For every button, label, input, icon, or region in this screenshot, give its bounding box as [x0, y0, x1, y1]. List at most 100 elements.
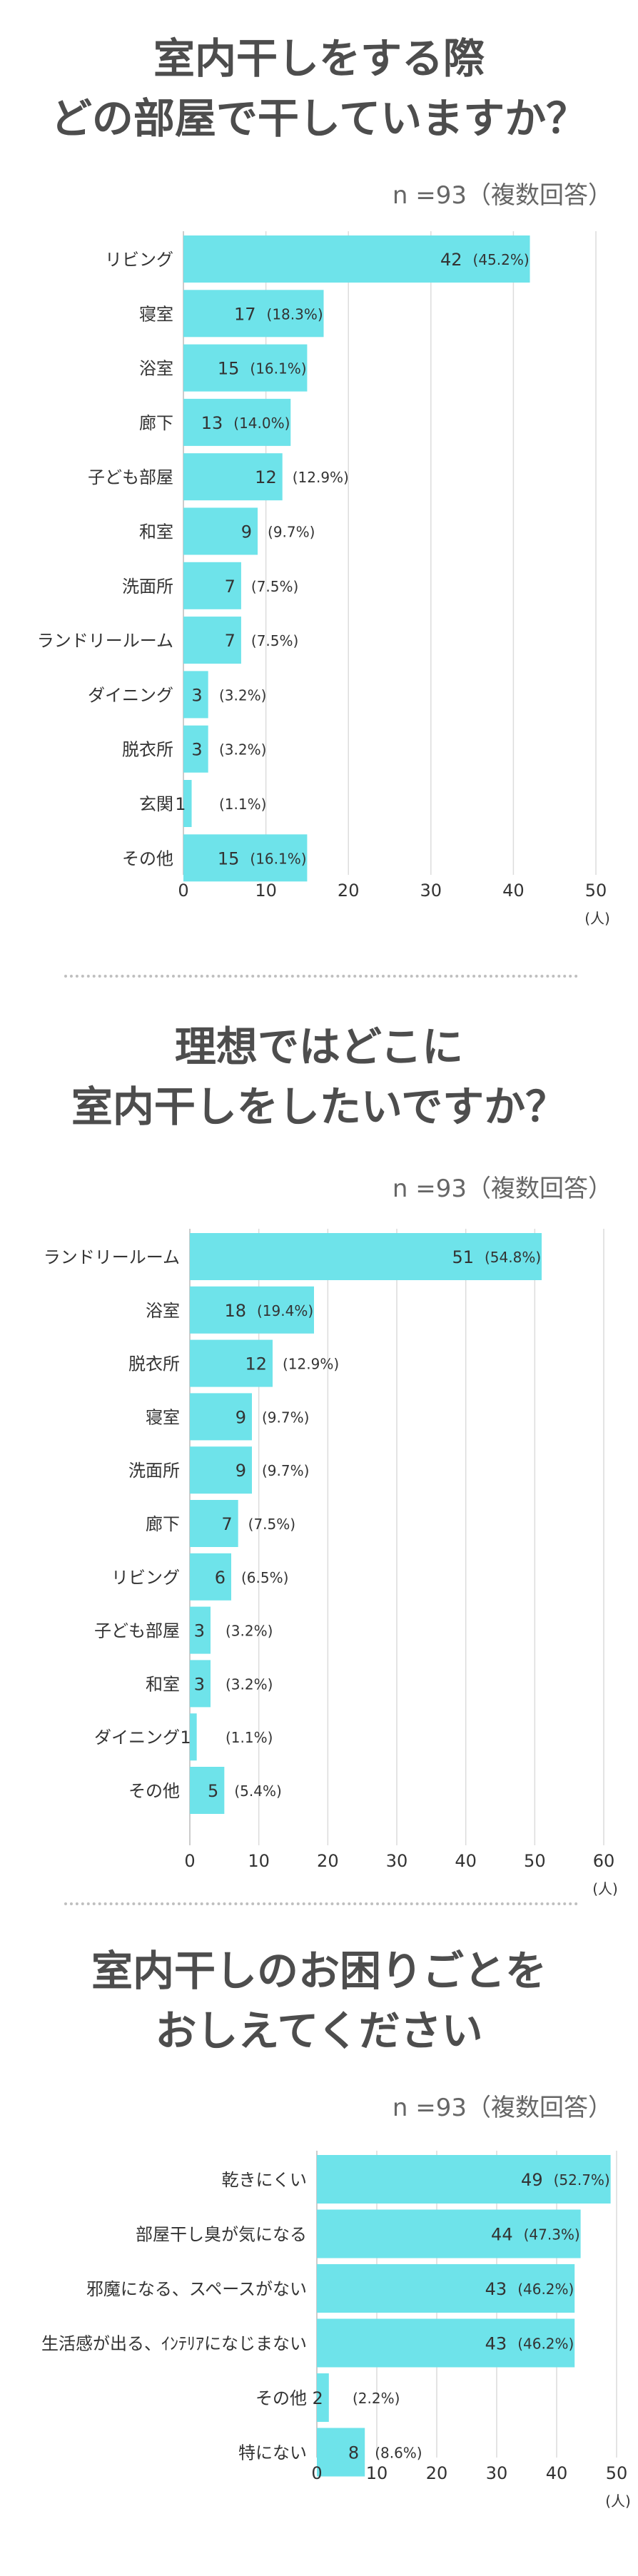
category-label: その他: [122, 848, 173, 868]
category-label: 廊下: [139, 413, 173, 433]
data-label-percent: (1.1%): [219, 796, 266, 813]
data-label-value: 3: [191, 685, 202, 705]
bar: [190, 1660, 211, 1708]
bar: [183, 617, 241, 664]
bar: [317, 2373, 329, 2422]
x-tick-label: 60: [593, 1851, 615, 1871]
data-label-percent: (47.3%): [524, 2226, 580, 2243]
chart-3-title-line-1: 室内干しのお困りごとを: [91, 1947, 547, 1995]
section-2: 理想ではどこに 室内干しをしたいですか？ n =93（複数回答） ランドリールー…: [44, 1023, 618, 1897]
chart-2-title-line-2: 室内干しをしたいですか？: [71, 1082, 567, 1131]
data-label-percent: (7.5%): [251, 632, 298, 649]
data-label-value: 15: [218, 848, 240, 868]
category-label: リビング: [105, 250, 173, 270]
x-tick-label: 50: [524, 1851, 546, 1871]
data-label-percent: (1.1%): [226, 1729, 273, 1746]
category-label: 和室: [146, 1674, 180, 1694]
data-label-value: 12: [255, 467, 277, 487]
bar: [183, 344, 308, 392]
section-divider-1: [64, 975, 578, 978]
x-tick-label: 40: [546, 2463, 568, 2483]
data-label-value: 7: [225, 577, 236, 597]
bar: [183, 507, 258, 555]
bar: [190, 1606, 211, 1654]
x-tick-label: 0: [178, 881, 188, 901]
data-label-value: 9: [236, 1461, 246, 1481]
data-label-value: 1: [180, 1728, 191, 1748]
x-tick-label: 50: [585, 881, 607, 901]
bar: [183, 398, 291, 446]
x-tick-label: 0: [184, 1851, 195, 1871]
x-tick-label: 20: [426, 2463, 448, 2483]
data-label-percent: (16.1%): [250, 850, 306, 867]
data-label-value: 51: [452, 1247, 474, 1267]
data-label-value: 7: [225, 631, 236, 651]
bar: [183, 290, 324, 338]
x-tick-label: 30: [386, 1851, 408, 1871]
bar: [190, 1233, 542, 1280]
bar: [317, 2428, 365, 2477]
data-label-percent: (3.2%): [219, 741, 266, 759]
data-label-value: 3: [191, 740, 202, 760]
data-label-value: 44: [491, 2225, 513, 2245]
x-axis-unit: (人): [605, 2493, 631, 2510]
chart-3-title: 室内干しのお困りごとを おしえてください: [0, 1941, 638, 2061]
data-label-percent: (12.9%): [283, 1356, 339, 1373]
data-label-percent: (18.3%): [267, 305, 323, 323]
data-label-percent: (19.4%): [257, 1302, 313, 1319]
bar: [190, 1446, 252, 1494]
bar: [317, 2264, 575, 2313]
bar: [183, 562, 241, 609]
chart-3-title-line-2: おしえてください: [155, 2007, 483, 2055]
bar: [183, 725, 208, 773]
category-label: 子ども部屋: [88, 467, 173, 487]
category-label: ダイニング: [88, 685, 173, 705]
category-label: 生活感が出る、ｲﾝﾃﾘｱになじまない: [41, 2334, 307, 2354]
category-label: 廊下: [146, 1514, 180, 1534]
bar: [183, 235, 530, 283]
bar: [317, 2155, 611, 2204]
data-label-percent: (46.2%): [517, 2336, 574, 2353]
category-label: 洗面所: [128, 1461, 180, 1481]
chart-2-title-line-1: 理想ではどこに: [174, 1023, 464, 1071]
data-label-percent: (16.1%): [250, 360, 306, 377]
data-label-value: 7: [221, 1514, 232, 1534]
chart-3-sample-note: n =93（複数回答）: [392, 2094, 612, 2122]
chart-1-title: 室内干しをする際 どの部屋で干していますか？: [0, 29, 638, 148]
data-label-percent: (54.8%): [485, 1249, 541, 1266]
data-label-value: 13: [201, 413, 223, 433]
chart-1-title-line-1: 室内干しをする際: [153, 34, 485, 83]
section-1: 室内干しをする際 どの部屋で干していますか？ n =93（複数回答） リビング 4…: [0, 0, 638, 978]
data-label-value: 43: [485, 2334, 507, 2354]
data-label-value: 49: [521, 2170, 543, 2190]
data-label-value: 18: [224, 1301, 246, 1321]
bar: [317, 2318, 575, 2368]
data-label-value: 6: [215, 1568, 226, 1588]
data-label-percent: (3.2%): [226, 1675, 273, 1693]
category-label: リビング: [111, 1568, 180, 1588]
chart-1-title-line-2: どの部屋で干していますか？: [50, 94, 588, 143]
data-label-percent: (2.2%): [353, 2390, 400, 2407]
category-label: 寝室: [146, 1407, 180, 1427]
x-tick-label: 50: [606, 2463, 628, 2483]
bar: [190, 1393, 252, 1441]
category-label: 洗面所: [122, 577, 173, 597]
category-label: 玄関: [139, 794, 173, 814]
data-label-value: 12: [245, 1354, 267, 1374]
x-tick-label: 30: [486, 2463, 508, 2483]
x-tick-label: 20: [317, 1851, 339, 1871]
chart-3-plot: 乾きにくい 49 (52.7%) 部屋干し臭が気になる 44 (47.3%) 邪魔になる、ス…: [41, 2151, 631, 2510]
x-tick-label: 0: [311, 2463, 322, 2483]
data-label-percent: (12.9%): [293, 469, 349, 486]
bar: [317, 2209, 581, 2258]
section-divider-2: [64, 1902, 578, 1905]
data-label-value: 15: [218, 359, 240, 379]
chart-1-sample-note: n =93（複数回答）: [392, 181, 612, 210]
category-label: 乾きにくい: [221, 2170, 307, 2190]
chart-1-plot: リビング 42 (45.2%)寝室 17 (18.3%)浴室 15 (16.1%)廊下 13(…: [37, 231, 610, 927]
chart-2-sample-note: n =93（複数回答）: [392, 1175, 612, 1203]
data-label-value: 17: [234, 304, 256, 324]
category-label: 邪魔になる、スペースがない: [86, 2279, 307, 2299]
